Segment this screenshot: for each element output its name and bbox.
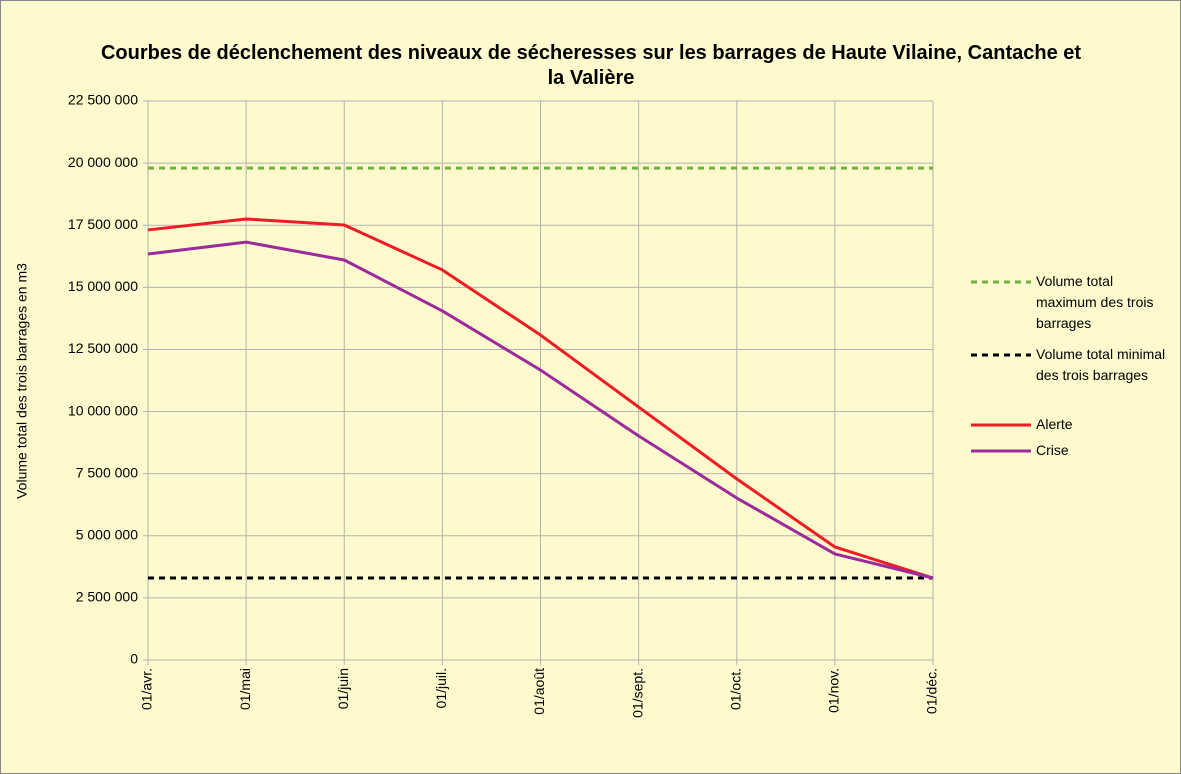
series-line [147,217,934,580]
y-tick-label: 10 000 000 [68,402,138,418]
x-tick-label: 01/déc. [924,668,940,714]
y-tick-label: 2 500 000 [76,589,138,605]
x-tick-label: 01/sept. [629,668,645,718]
legend-label: Volume total maximum des trois barrages [1036,273,1154,331]
x-tick-label: 01/mai [237,668,253,710]
legend-label: Alerte [1036,416,1073,432]
x-tick-label: 01/juin [335,668,351,709]
chart-title: Courbes de déclenchement des niveaux de … [100,42,1082,89]
x-tick-label: 01/avr. [139,668,155,710]
x-tick-label: 01/oct. [727,668,743,710]
y-tick-label: 17 500 000 [68,216,138,232]
y-tick-label: 0 [130,651,138,667]
y-tick-label: 7 500 000 [76,464,138,480]
series-line [147,240,934,580]
y-tick-label: 20 000 000 [68,154,138,170]
y-tick-label: 5 000 000 [76,526,138,542]
y-axis-label: Volume total des trois barrages en m3 [14,263,30,499]
y-tick-label: 12 500 000 [68,340,138,356]
x-tick-label: 01/août [531,668,547,715]
y-tick-label: 15 000 000 [68,278,138,294]
x-tick-label: 01/nov. [826,668,842,713]
y-tick-label: 22 500 000 [68,92,138,108]
legend-label: Volume total minimal des trois barrages [1036,346,1166,383]
x-tick-label: 01/juil. [433,668,449,708]
legend-label: Crise [1036,442,1069,458]
